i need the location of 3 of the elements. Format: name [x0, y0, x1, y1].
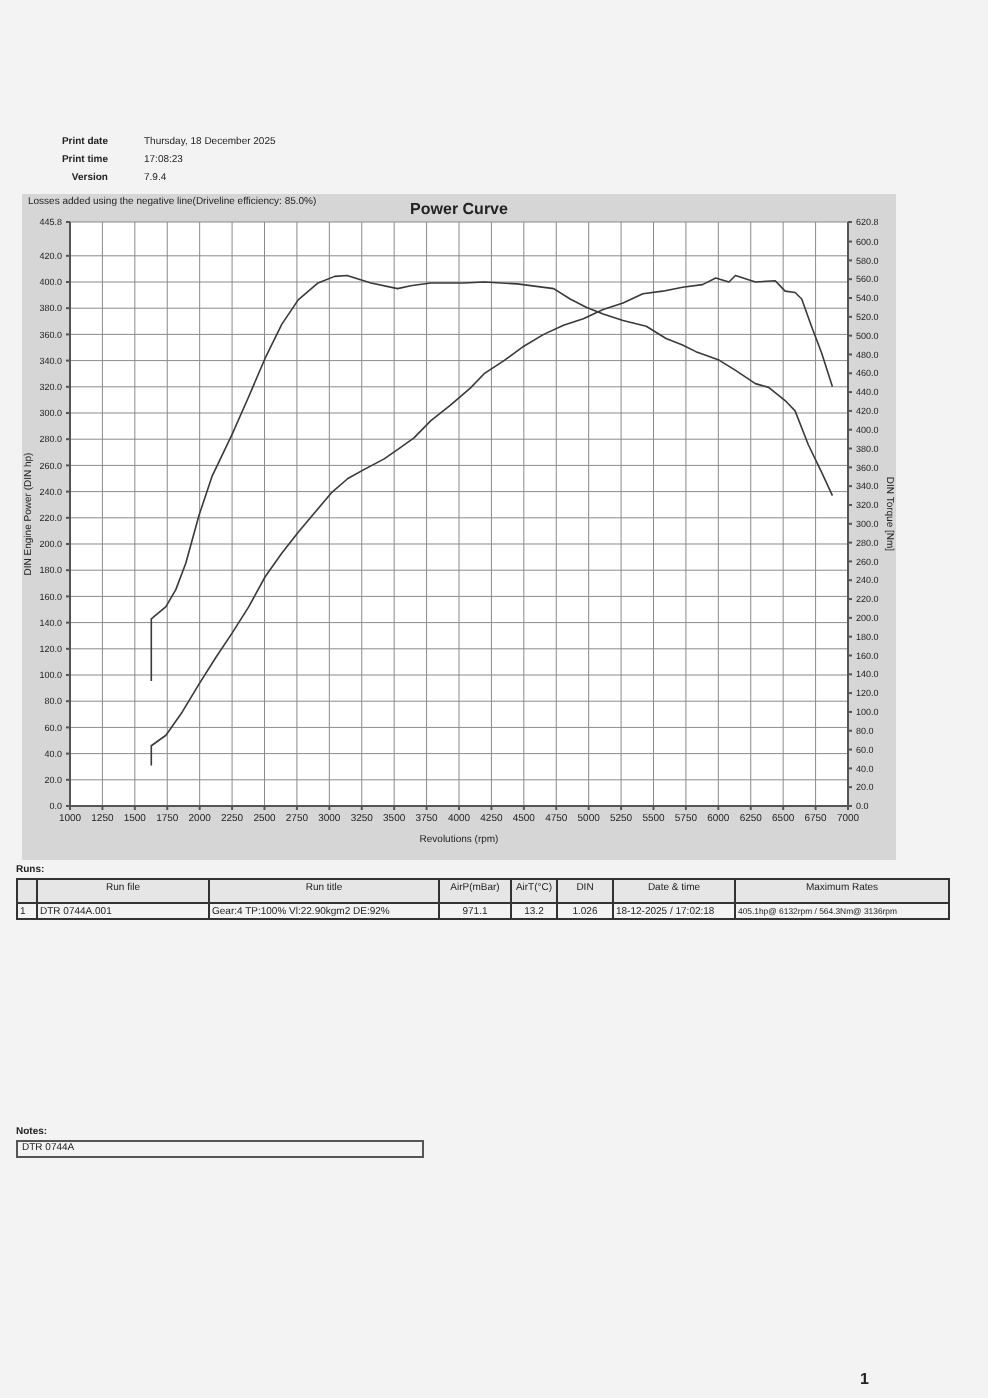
- text: 1: [860, 1370, 869, 1388]
- line-series: [150, 274, 834, 767]
- chart-title: Power Curve: [410, 200, 508, 218]
